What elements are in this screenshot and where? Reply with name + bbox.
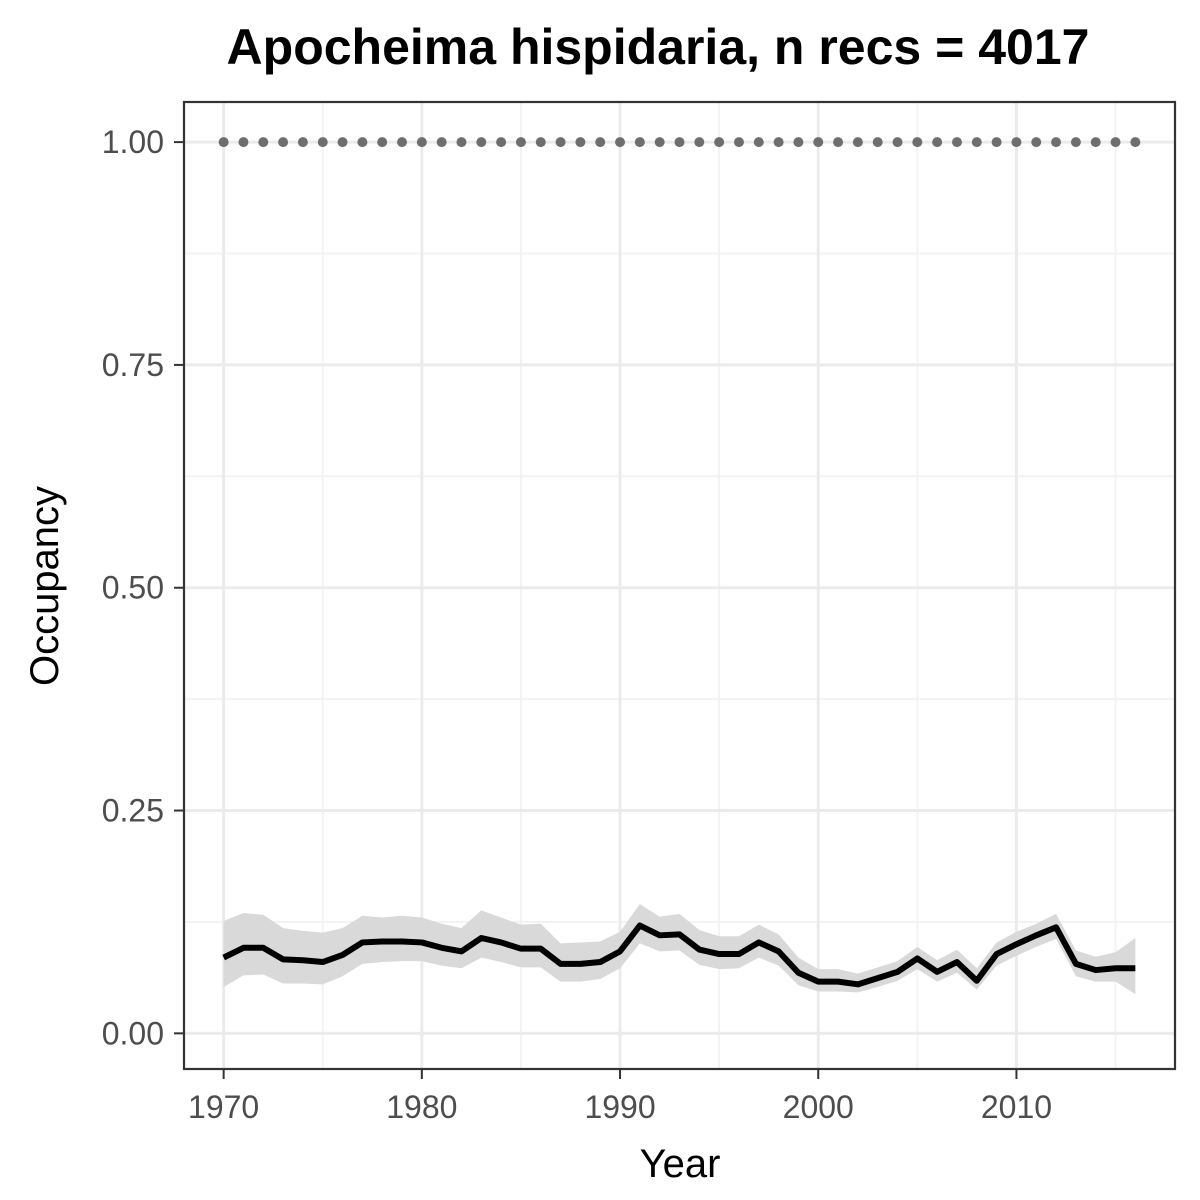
reference-point bbox=[496, 137, 507, 148]
reference-point bbox=[991, 137, 1002, 148]
reference-point bbox=[932, 137, 943, 148]
line-layer bbox=[222, 922, 1136, 988]
y-tick-label: 0.25 bbox=[102, 793, 164, 829]
reference-point bbox=[258, 137, 269, 148]
reference-point bbox=[595, 137, 606, 148]
ribbon-layer bbox=[223, 904, 1136, 995]
y-tick-label: 0.75 bbox=[102, 347, 164, 383]
reference-point bbox=[535, 137, 546, 148]
reference-point bbox=[357, 137, 368, 148]
reference-point bbox=[773, 137, 784, 148]
reference-point bbox=[615, 137, 626, 148]
reference-point bbox=[555, 137, 566, 148]
reference-point bbox=[436, 137, 447, 148]
grid-layer bbox=[184, 102, 1175, 1069]
x-tick-label: 1980 bbox=[386, 1089, 457, 1125]
reference-point bbox=[733, 137, 744, 148]
chart-title: Apocheima hispidaria, n recs = 4017 bbox=[227, 19, 1090, 75]
reference-point bbox=[575, 137, 586, 148]
x-tick-label: 2000 bbox=[783, 1089, 854, 1125]
reference-point bbox=[1130, 137, 1141, 148]
reference-point bbox=[515, 137, 526, 148]
x-tick-label: 2010 bbox=[981, 1089, 1052, 1125]
reference-point bbox=[634, 137, 645, 148]
reference-point bbox=[674, 137, 685, 148]
reference-point bbox=[377, 137, 388, 148]
reference-point bbox=[397, 137, 408, 148]
y-axis-title: Occupancy bbox=[23, 486, 67, 686]
x-tick-label: 1990 bbox=[584, 1089, 655, 1125]
y-tick-label: 0.50 bbox=[102, 570, 164, 606]
reference-point bbox=[1090, 137, 1101, 148]
reference-point bbox=[218, 137, 229, 148]
reference-point bbox=[1051, 137, 1062, 148]
reference-point bbox=[654, 137, 665, 148]
occupancy-line bbox=[222, 922, 1136, 988]
reference-point bbox=[753, 137, 764, 148]
x-tick-label: 1970 bbox=[188, 1089, 259, 1125]
points-layer bbox=[218, 137, 1141, 148]
reference-point bbox=[793, 137, 804, 148]
reference-point bbox=[714, 137, 725, 148]
reference-point bbox=[238, 137, 249, 148]
reference-point bbox=[813, 137, 824, 148]
reference-point bbox=[476, 137, 487, 148]
reference-point bbox=[416, 137, 427, 148]
reference-point bbox=[317, 137, 328, 148]
x-axis-title: Year bbox=[640, 1142, 721, 1186]
reference-point bbox=[337, 137, 348, 148]
ticks-layer: 1970 1980 1990 2000 2010 0.00 0.25 0.50 0.75 1.00 bbox=[102, 124, 1052, 1125]
panel-border bbox=[182, 100, 1177, 1071]
reference-point bbox=[852, 137, 863, 148]
reference-point bbox=[971, 137, 982, 148]
confidence-ribbon bbox=[223, 904, 1136, 995]
reference-point bbox=[912, 137, 923, 148]
reference-point bbox=[872, 137, 883, 148]
y-tick-label: 0.00 bbox=[102, 1015, 164, 1051]
reference-point bbox=[1070, 137, 1081, 148]
reference-point bbox=[278, 137, 289, 148]
reference-point bbox=[694, 137, 705, 148]
reference-point bbox=[1031, 137, 1042, 148]
reference-point bbox=[1011, 137, 1022, 148]
reference-point bbox=[833, 137, 844, 148]
reference-point bbox=[892, 137, 903, 148]
reference-point bbox=[951, 137, 962, 148]
reference-point bbox=[1110, 137, 1121, 148]
y-tick-label: 1.00 bbox=[102, 124, 164, 160]
reference-point bbox=[297, 137, 308, 148]
reference-point bbox=[456, 137, 467, 148]
